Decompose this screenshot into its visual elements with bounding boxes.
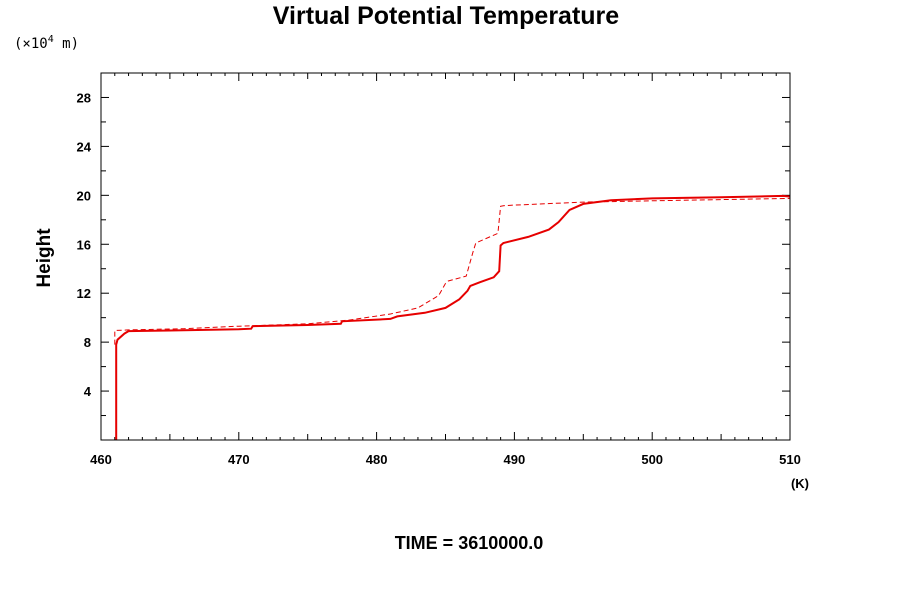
y-tick-label: 12: [77, 286, 91, 301]
x-tick-label: 510: [779, 452, 801, 467]
y-unit-label: (×104 m): [14, 34, 79, 52]
y-tick-label: 4: [84, 384, 92, 399]
y-tick-label: 24: [77, 139, 92, 154]
x-unit-label: (K): [791, 476, 809, 491]
y-tick-label: 8: [84, 335, 91, 350]
x-tick-label: 500: [641, 452, 663, 467]
y-tick-label: 28: [77, 90, 91, 105]
series-line-solid: [115, 194, 791, 440]
x-tick-label: 490: [504, 452, 526, 467]
axis-ticks: [100, 72, 791, 441]
y-tick-label: 16: [77, 237, 91, 252]
plot-frame: [100, 72, 791, 441]
y-axis-label: Height: [34, 228, 55, 288]
y-unit-exponent: 4: [48, 34, 54, 45]
chart-title: Virtual Potential Temperature: [273, 2, 619, 30]
time-label: TIME = 3610000.0: [395, 533, 544, 553]
axis-tick-labels: 460 470 480 490 500 510 4 8 12 16 20 24 28: [77, 90, 801, 467]
y-tick-label: 20: [77, 188, 91, 203]
series-line-dashed: [114, 197, 791, 345]
series-layer: [114, 194, 791, 440]
x-tick-label: 470: [228, 452, 250, 467]
x-tick-label: 480: [366, 452, 388, 467]
x-tick-label: 460: [90, 452, 112, 467]
